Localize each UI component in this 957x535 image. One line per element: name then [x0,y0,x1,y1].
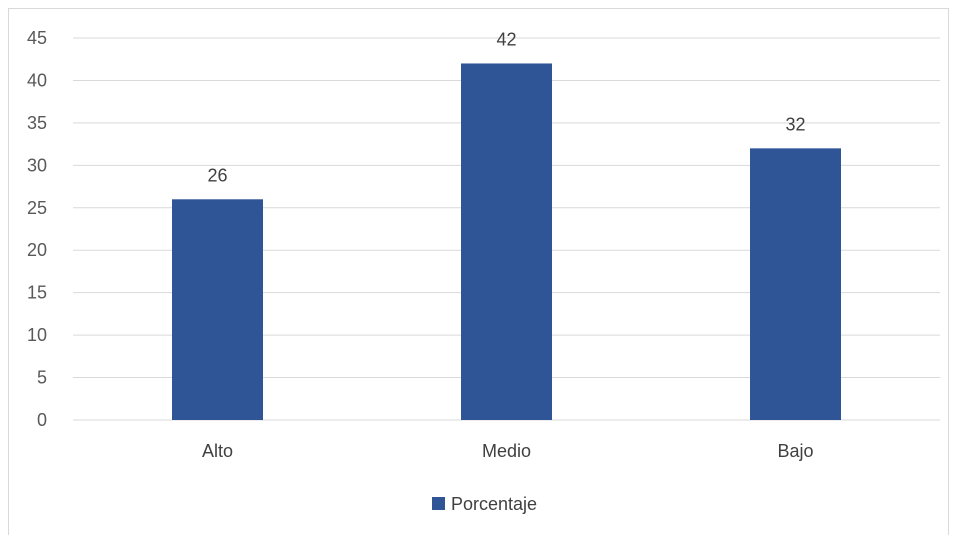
y-tick-label: 0 [37,410,47,430]
y-tick-label: 20 [27,240,47,260]
data-label: 26 [207,165,227,185]
bar-alto [172,199,263,420]
y-axis-ticks: 0 5 10 15 20 25 30 35 40 45 [27,28,47,430]
bar-bajo [750,148,841,420]
x-axis-categories: Alto Medio Bajo [202,441,814,461]
y-tick-label: 25 [27,198,47,218]
category-label: Alto [202,441,233,461]
category-label: Medio [482,441,531,461]
bar-medio [461,63,552,420]
y-tick-label: 15 [27,283,47,303]
y-tick-label: 40 [27,70,47,90]
legend-swatch [432,497,445,510]
y-tick-label: 35 [27,113,47,133]
legend-label: Porcentaje [451,494,537,514]
y-tick-label: 10 [27,325,47,345]
data-labels: 26 42 32 [207,29,805,185]
bars [172,63,841,420]
data-label: 42 [496,29,516,49]
data-label: 32 [785,114,805,134]
category-label: Bajo [777,441,813,461]
y-tick-label: 30 [27,155,47,175]
y-tick-label: 45 [27,28,47,48]
y-tick-label: 5 [37,368,47,388]
legend: Porcentaje [432,494,537,514]
